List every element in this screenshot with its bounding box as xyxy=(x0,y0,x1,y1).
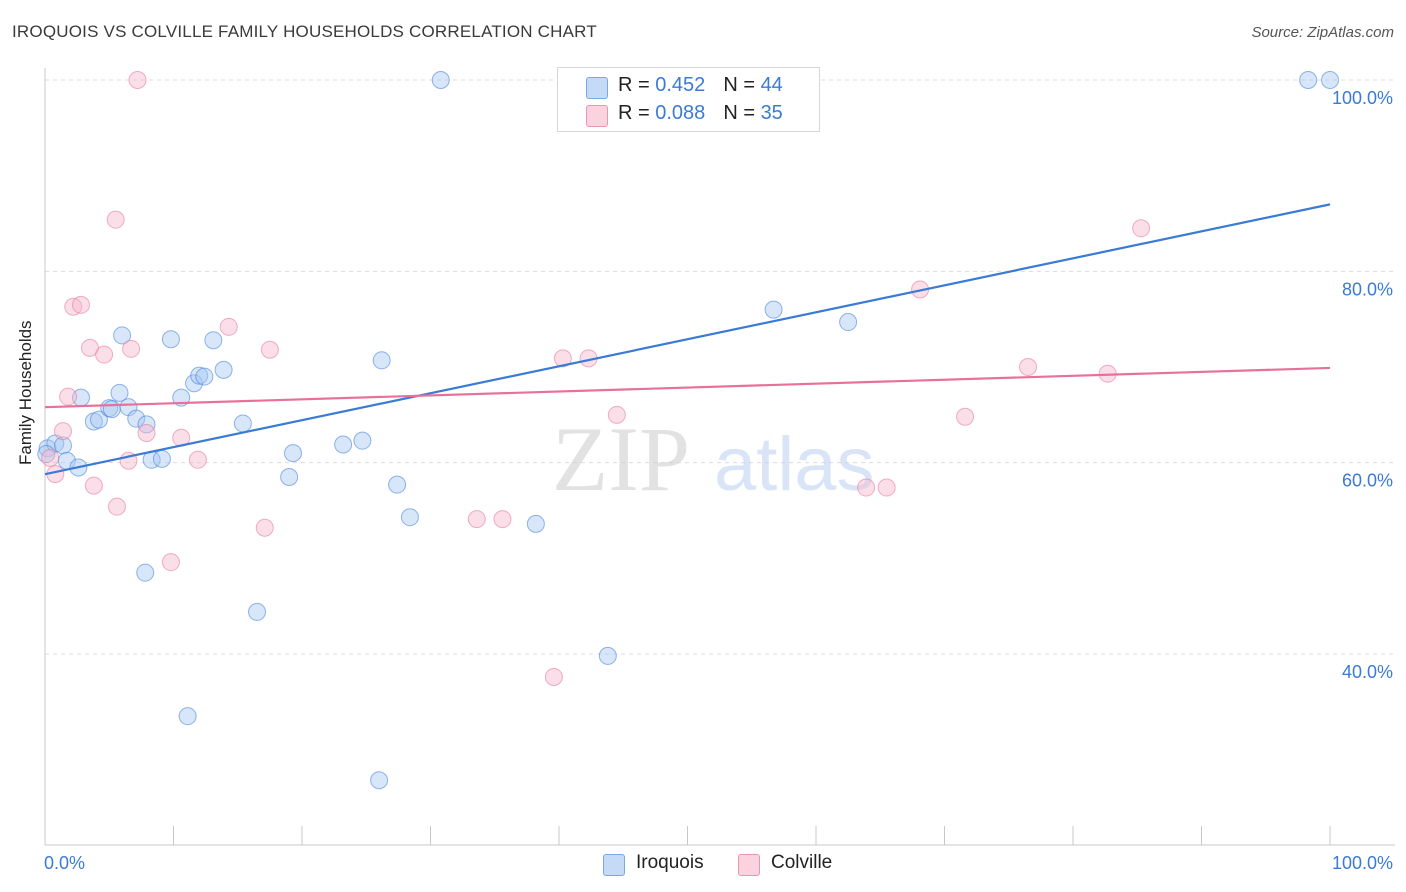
iroquois-point xyxy=(248,602,267,621)
iroquois-point xyxy=(113,326,132,345)
iroquois-point xyxy=(284,444,303,463)
colville-point xyxy=(84,476,103,495)
iroquois-point xyxy=(127,409,146,428)
colville-legend-swatch xyxy=(738,854,760,876)
iroquois-point xyxy=(1299,71,1318,89)
colville-point xyxy=(956,407,975,426)
n-value-colville: 35 xyxy=(760,102,783,124)
y-tick-label-80: 80.0% xyxy=(1342,279,1393,299)
y-tick-label-60: 60.0% xyxy=(1342,471,1393,491)
colville-point xyxy=(64,297,83,316)
iroquois-point xyxy=(53,436,72,455)
n-value-iroquois: 44 xyxy=(760,74,783,96)
watermark-zip: ZIP xyxy=(552,408,690,510)
colville-point xyxy=(106,210,125,229)
iroquois-point xyxy=(161,330,180,349)
colville-point xyxy=(877,478,896,497)
iroquois-point xyxy=(370,771,389,790)
gridlines xyxy=(45,79,1395,655)
iroquois-point xyxy=(431,71,450,89)
source-label: Source: ZipAtlas.com xyxy=(1251,24,1394,41)
colville-point xyxy=(188,450,207,469)
colville-point xyxy=(544,667,563,686)
iroquois-legend-swatch xyxy=(603,854,625,876)
series-legend: Iroquois Colville xyxy=(0,852,1406,878)
iroquois-point xyxy=(204,331,223,350)
colville-point xyxy=(107,497,126,516)
iroquois-point xyxy=(526,514,545,533)
colville-point xyxy=(161,553,180,572)
colville-point xyxy=(95,345,114,364)
colville-point xyxy=(1019,358,1038,376)
colville-point xyxy=(857,478,876,497)
iroquois-point xyxy=(178,707,197,726)
iroquois-point xyxy=(190,366,209,385)
colville-point xyxy=(128,71,147,89)
iroquois-point xyxy=(110,383,129,402)
colville-point xyxy=(607,405,626,424)
stats-text-colville: R = 0.088 N = 35 xyxy=(618,102,783,124)
iroquois-point xyxy=(102,400,121,419)
data-points xyxy=(37,71,1339,790)
x-tick-min: 0.0% xyxy=(44,853,86,873)
iroquois-point xyxy=(152,449,171,468)
legend-label-iroquois: Iroquois xyxy=(636,852,704,873)
colville-point xyxy=(467,510,486,529)
trend-lines xyxy=(44,203,1331,476)
iroquois-point xyxy=(214,360,233,379)
colville-point xyxy=(1132,219,1151,238)
colville-point xyxy=(219,317,238,336)
iroquois-point xyxy=(372,351,391,370)
chart-title: IROQUOIS VS COLVILLE FAMILY HOUSEHOLDS C… xyxy=(12,22,597,41)
y-tick-labels: 40.0% 60.0% 80.0% 100.0% xyxy=(1332,88,1393,682)
iroquois-point xyxy=(353,431,372,450)
iroquois-point xyxy=(195,367,214,386)
iroquois-point xyxy=(764,300,783,319)
iroquois-point xyxy=(388,475,407,494)
iroquois-point xyxy=(136,563,155,582)
iroquois-swatch xyxy=(586,77,608,99)
colville-point xyxy=(255,518,274,537)
y-tick-label-40: 40.0% xyxy=(1342,662,1393,682)
r-value-colville: 0.088 xyxy=(655,102,706,124)
iroquois-point xyxy=(598,646,617,665)
stats-legend: R = 0.452 N = 44 R = 0.088 N = 35 xyxy=(557,67,820,132)
legend-label-colville: Colville xyxy=(771,852,833,873)
colville-swatch xyxy=(586,105,608,127)
iroquois-point xyxy=(334,435,353,454)
iroquois-point xyxy=(1321,71,1339,89)
colville-trend-line xyxy=(44,366,1331,409)
iroquois-point xyxy=(280,468,299,487)
colville-point xyxy=(53,422,72,441)
colville-point xyxy=(41,448,60,467)
iroquois-point xyxy=(89,410,108,429)
colville-point xyxy=(493,510,512,529)
iroquois-trend-line xyxy=(44,203,1331,476)
colville-point xyxy=(260,340,279,359)
colville-point xyxy=(137,424,156,443)
y-tick-label-100: 100.0% xyxy=(1332,88,1393,108)
watermark-atlas: atlas xyxy=(714,422,875,507)
colville-point xyxy=(122,339,141,358)
iroquois-point xyxy=(400,508,419,527)
colville-point xyxy=(59,387,78,406)
x-tick-max: 100.0% xyxy=(1331,853,1393,873)
colville-point xyxy=(553,349,572,368)
r-value-iroquois: 0.452 xyxy=(655,74,706,96)
iroquois-point xyxy=(233,414,252,433)
colville-point xyxy=(71,295,90,314)
stats-text-iroquois: R = 0.452 N = 44 xyxy=(618,74,783,96)
iroquois-point xyxy=(839,313,858,332)
